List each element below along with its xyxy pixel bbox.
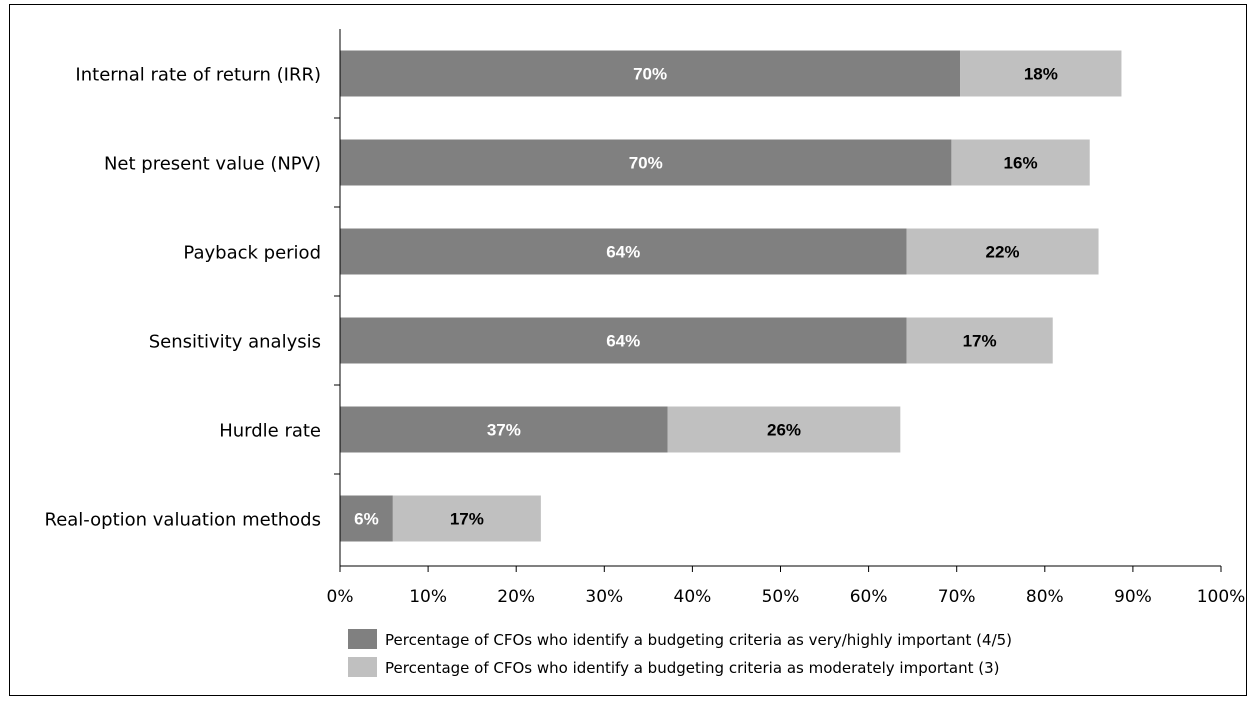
bar-high-3 (340, 228, 907, 275)
data-label-moderate-3: 22% (985, 243, 1019, 262)
x-tick-label-7: 70% (938, 587, 976, 607)
x-tick-label-4: 40% (674, 587, 712, 607)
x-tick-label-9: 90% (1114, 587, 1152, 607)
x-tick-label-1: 10% (409, 587, 447, 607)
category-label-3: Payback period (183, 243, 321, 264)
data-label-high-4: 64% (606, 332, 640, 351)
x-tick-label-0: 0% (327, 587, 354, 607)
x-tick-label-2: 20% (497, 587, 535, 607)
category-label-4: Sensitivity analysis (149, 332, 321, 353)
data-label-moderate-1: 18% (1024, 65, 1058, 84)
data-label-high-1: 70% (633, 65, 667, 84)
data-label-high-5: 37% (487, 421, 521, 440)
data-label-moderate-2: 16% (1004, 154, 1038, 173)
bar-high-2 (340, 139, 952, 186)
data-label-high-3: 64% (606, 243, 640, 262)
bar-high-5 (340, 406, 668, 453)
category-label-5: Hurdle rate (219, 421, 321, 442)
legend-label-1: Percentage of CFOs who identify a budget… (385, 631, 1012, 649)
data-label-moderate-5: 26% (767, 421, 801, 440)
legend-swatch-2 (348, 657, 377, 677)
bar-moderate-3 (906, 228, 1099, 275)
bar-high-6 (340, 495, 393, 542)
legend-label-2: Percentage of CFOs who identify a budget… (385, 659, 1000, 677)
x-tick-label-10: 100% (1197, 587, 1246, 607)
category-label-2: Net present value (NPV) (104, 154, 321, 175)
bar-moderate-5 (667, 406, 901, 453)
data-label-moderate-6: 17% (450, 510, 484, 529)
bar-moderate-2 (951, 139, 1090, 186)
data-label-high-6: 6% (354, 510, 379, 529)
category-label-1: Internal rate of return (IRR) (75, 65, 321, 86)
bar-moderate-1 (960, 50, 1122, 97)
x-tick-label-5: 50% (762, 587, 800, 607)
legend-swatch-1 (348, 629, 377, 649)
bar-moderate-4 (906, 317, 1053, 364)
data-label-moderate-4: 17% (963, 332, 997, 351)
data-label-high-2: 70% (629, 154, 663, 173)
x-tick-label-6: 60% (850, 587, 888, 607)
x-tick-label-3: 30% (585, 587, 623, 607)
x-tick-label-8: 80% (1026, 587, 1064, 607)
bar-high-4 (340, 317, 907, 364)
bar-moderate-6 (392, 495, 541, 542)
category-label-6: Real-option valuation methods (45, 510, 322, 531)
bar-high-1 (340, 50, 961, 97)
